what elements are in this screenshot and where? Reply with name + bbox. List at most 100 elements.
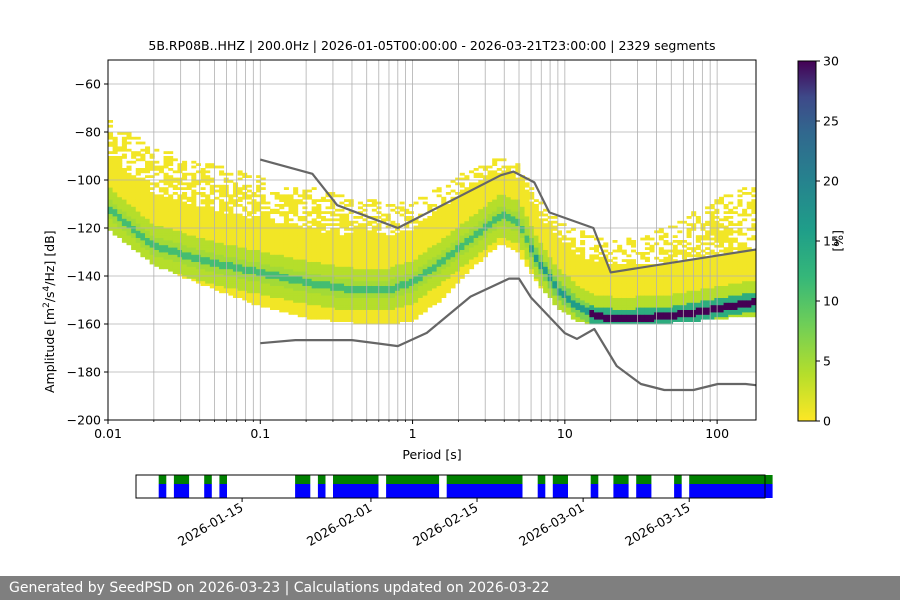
psd-cell <box>320 288 326 291</box>
psd-cell <box>422 223 428 226</box>
psd-cell <box>385 204 391 207</box>
psd-cell <box>561 242 567 246</box>
psd-cell <box>487 240 493 243</box>
psd-cell <box>455 261 461 265</box>
psd-cell <box>543 228 549 231</box>
psd-cell <box>168 261 174 265</box>
psd-cell <box>311 237 317 241</box>
psd-cell <box>302 314 308 318</box>
psd-cell <box>533 199 539 202</box>
psd-cell <box>552 278 558 282</box>
psd-cell <box>510 240 516 243</box>
psd-cell <box>445 276 451 279</box>
psd-cell <box>432 225 438 229</box>
psd-cell <box>288 235 294 238</box>
psd-cell <box>700 316 706 320</box>
psd-cell <box>237 187 243 190</box>
psd-cell <box>279 242 285 246</box>
psd-cell <box>552 297 558 301</box>
psd-cell <box>302 240 308 243</box>
psd-cell <box>385 309 391 313</box>
psd-cell <box>200 254 206 258</box>
psd-cell <box>515 180 521 183</box>
psd-cell <box>316 240 322 243</box>
psd-cell <box>251 223 257 226</box>
psd-cell <box>672 259 678 262</box>
psd-cell <box>145 201 151 205</box>
psd-cell <box>163 196 169 200</box>
psd-cell <box>575 300 581 303</box>
psd-cell <box>469 184 475 188</box>
psd-cell <box>640 319 646 322</box>
psd-cell <box>302 223 308 226</box>
psd-cell <box>515 170 521 174</box>
psd-cell <box>686 307 692 310</box>
psd-cell <box>422 307 428 310</box>
psd-cell <box>307 256 313 260</box>
psd-cell <box>126 194 132 198</box>
psd-cell <box>186 276 192 279</box>
psd-cell <box>279 252 285 255</box>
psd-cell <box>126 237 132 241</box>
psd-cell <box>612 312 618 315</box>
psd-cell <box>126 136 132 140</box>
psd-cell <box>279 309 285 313</box>
psd-cell <box>626 283 632 286</box>
psd-cell <box>186 187 192 190</box>
psd-cell <box>121 240 127 243</box>
psd-cell <box>154 165 160 169</box>
psd-cell <box>427 218 433 222</box>
psd-cell <box>367 312 373 315</box>
psd-cell <box>473 235 479 238</box>
psd-cell <box>200 213 206 217</box>
psd-cell <box>450 256 456 260</box>
psd-cell <box>195 268 201 272</box>
psd-cell <box>427 206 433 210</box>
psd-cell <box>455 259 461 262</box>
psd-cell <box>209 283 215 286</box>
psd-cell <box>640 297 646 301</box>
psd-cell <box>307 292 313 296</box>
psd-cell <box>131 223 137 226</box>
psd-cell <box>510 196 516 200</box>
psd-cell <box>182 256 188 260</box>
psd-cell <box>422 196 428 200</box>
psd-cell <box>195 220 201 224</box>
psd-cell <box>195 244 201 248</box>
psd-cell <box>348 292 354 296</box>
psd-cell <box>580 278 586 282</box>
psd-cell <box>311 285 317 289</box>
psd-cell <box>566 285 572 289</box>
psd-cell <box>172 271 178 274</box>
psd-cell <box>274 254 280 258</box>
psd-cell <box>487 192 493 195</box>
psd-cell <box>362 225 368 229</box>
psd-cell <box>570 242 576 246</box>
psd-cell <box>422 283 428 286</box>
psd-cell <box>404 264 410 267</box>
psd-cell <box>293 285 299 289</box>
psd-cell <box>589 261 595 265</box>
psd-cell <box>344 242 350 246</box>
psd-cell <box>478 187 484 190</box>
psd-cell <box>316 314 322 318</box>
psd-cell <box>404 300 410 303</box>
psd-cell <box>422 266 428 270</box>
psd-cell <box>357 254 363 258</box>
psd-cell <box>589 295 595 298</box>
psd-cell <box>357 295 363 298</box>
psd-cell <box>131 151 137 154</box>
psd-cell <box>200 218 206 222</box>
psd-cell <box>168 256 174 260</box>
psd-cell <box>219 194 225 198</box>
psd-cell <box>552 244 558 248</box>
psd-cell <box>246 261 252 265</box>
psd-cell <box>413 242 419 246</box>
psd-cell <box>385 288 391 291</box>
psd-cell <box>154 184 160 188</box>
psd-cell <box>177 163 183 166</box>
psd-cell <box>668 290 674 294</box>
psd-cell <box>672 278 678 282</box>
psd-cell <box>510 220 516 224</box>
psd-cell <box>108 196 114 200</box>
